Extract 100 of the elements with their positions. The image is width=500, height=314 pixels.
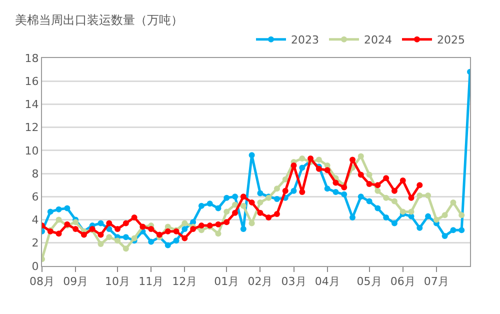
point — [425, 213, 432, 220]
legend-label: 2023 — [291, 34, 319, 47]
point — [240, 226, 246, 232]
point — [366, 180, 372, 187]
y-tick-label: 12 — [24, 121, 39, 134]
point — [366, 198, 372, 204]
point — [240, 202, 246, 209]
point — [383, 214, 390, 220]
y-tick-label: 14 — [24, 98, 39, 112]
point — [458, 212, 465, 218]
point — [182, 226, 188, 232]
y-tick-label: 6 — [32, 190, 39, 204]
y-tick-label: 8 — [32, 167, 39, 180]
point — [266, 214, 272, 220]
point — [358, 194, 364, 200]
point — [232, 210, 238, 216]
point — [332, 180, 339, 186]
point — [80, 232, 87, 238]
point — [114, 226, 121, 232]
point — [257, 199, 264, 206]
point — [358, 172, 364, 178]
y-tick-label: 0 — [32, 260, 39, 273]
x-tick-label: 06月 — [390, 275, 416, 288]
point — [324, 186, 330, 192]
x-tick-label: 10月 — [105, 275, 130, 288]
point — [122, 220, 129, 226]
point — [164, 228, 171, 234]
point — [106, 234, 112, 240]
point — [148, 226, 154, 232]
point — [257, 210, 264, 216]
point — [215, 221, 222, 228]
point — [98, 220, 104, 226]
point — [442, 212, 448, 218]
point — [341, 191, 348, 198]
point — [131, 235, 138, 242]
chart-title: 美棉当周出口装运数量（万吨） — [15, 13, 183, 28]
x-tick-label: 09月 — [63, 275, 88, 288]
point — [164, 242, 171, 248]
y-tick-label: 2 — [32, 236, 39, 250]
point — [358, 153, 364, 160]
point — [206, 200, 213, 207]
point — [224, 194, 230, 201]
point — [56, 216, 62, 223]
legend-label: 2024 — [364, 34, 392, 47]
point — [383, 175, 390, 182]
point — [248, 199, 255, 206]
point — [416, 192, 423, 199]
point — [332, 189, 339, 196]
point — [391, 198, 398, 204]
point — [374, 188, 381, 194]
y-tick-label: 10 — [24, 144, 39, 158]
y-tick-label: 18 — [24, 52, 39, 65]
x-tick-label: 05月 — [356, 275, 382, 288]
point — [400, 177, 406, 184]
point — [324, 167, 330, 174]
point — [98, 232, 104, 238]
x-tick-label: 02月 — [248, 275, 273, 288]
point — [282, 176, 288, 182]
point — [274, 211, 280, 217]
point — [215, 205, 222, 212]
point — [98, 241, 104, 248]
point — [248, 152, 255, 158]
point — [240, 194, 246, 200]
point — [290, 162, 297, 168]
point — [450, 227, 456, 234]
point — [182, 220, 188, 226]
point — [182, 235, 188, 242]
point — [408, 208, 414, 215]
x-tick-label: 12月 — [172, 275, 198, 288]
point — [366, 172, 372, 178]
x-tick-label: 03月 — [281, 275, 306, 288]
point — [224, 219, 230, 226]
point — [290, 188, 297, 194]
point — [391, 220, 398, 226]
point — [72, 219, 79, 226]
point — [173, 238, 180, 244]
point — [383, 194, 390, 201]
point — [72, 226, 79, 232]
point — [433, 216, 440, 223]
point — [215, 230, 222, 237]
x-tick-label: 08月 — [30, 275, 54, 288]
point — [232, 194, 238, 200]
point — [122, 234, 129, 240]
point — [156, 232, 162, 238]
point — [316, 156, 322, 163]
point — [299, 164, 306, 171]
y-tick-label: 16 — [24, 74, 39, 88]
point — [122, 246, 129, 252]
point — [114, 238, 121, 244]
point — [232, 202, 238, 208]
point — [442, 232, 448, 239]
point — [450, 199, 456, 206]
point — [224, 208, 230, 215]
x-tick-label: 01月 — [214, 275, 240, 288]
x-tick-label: 07月 — [424, 275, 449, 288]
x-tick-label: 11月 — [138, 275, 164, 288]
point — [400, 208, 406, 215]
point — [391, 188, 398, 194]
point — [190, 226, 196, 232]
point — [64, 205, 70, 212]
